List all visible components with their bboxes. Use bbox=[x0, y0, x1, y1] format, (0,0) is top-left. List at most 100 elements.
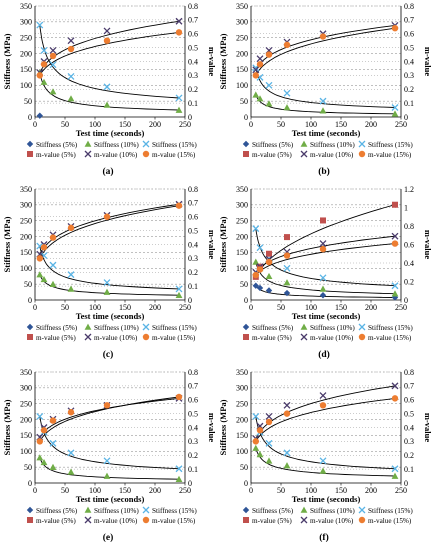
legend-entry: m-value (10%) bbox=[94, 334, 138, 342]
fit-curve bbox=[39, 205, 180, 259]
legend-marker bbox=[84, 140, 92, 147]
data-point bbox=[103, 402, 111, 409]
y-tick-label: 50 bbox=[240, 463, 248, 472]
y-tick-label: 350 bbox=[20, 368, 32, 377]
x-tick-label: 250 bbox=[395, 303, 407, 312]
legend-entry: Stiffness (5%) bbox=[252, 507, 294, 515]
y-axis-title: Stiffness (MPa) bbox=[2, 33, 12, 89]
fit-curve bbox=[255, 261, 396, 295]
x-tick-label: 50 bbox=[277, 303, 285, 312]
data-point bbox=[283, 449, 291, 457]
legend-marker bbox=[300, 506, 308, 513]
data-point bbox=[265, 51, 273, 58]
y2-tick-label: 0.5 bbox=[188, 43, 198, 52]
x-tick-label: 50 bbox=[61, 120, 69, 129]
data-point bbox=[283, 41, 291, 49]
data-point bbox=[391, 290, 399, 297]
legend-entry: m-value (15%) bbox=[368, 334, 412, 342]
legend-marker bbox=[242, 140, 250, 148]
y2-tick-label: 0.7 bbox=[404, 382, 414, 391]
y-tick-label: 50 bbox=[24, 280, 32, 289]
legend-marker bbox=[84, 333, 92, 341]
legend-marker bbox=[242, 506, 250, 514]
y2-tick-label: 0.6 bbox=[188, 213, 198, 222]
legend-marker bbox=[300, 150, 308, 158]
y2-tick-label: 0.8 bbox=[188, 368, 198, 377]
data-point bbox=[103, 37, 111, 44]
data-point bbox=[265, 272, 273, 280]
y2-tick-label: 0.3 bbox=[188, 71, 198, 80]
y-tick-label: 50 bbox=[240, 97, 248, 106]
y2-tick-label: 0.8 bbox=[404, 2, 414, 11]
data-point bbox=[265, 100, 273, 107]
data-point bbox=[319, 402, 327, 409]
data-point bbox=[175, 393, 183, 401]
data-point bbox=[256, 427, 264, 434]
y2-tick-label: 0.8 bbox=[188, 2, 198, 11]
legend-marker bbox=[142, 150, 150, 158]
x-tick-label: 200 bbox=[365, 120, 377, 129]
y-tick-label: 300 bbox=[236, 384, 248, 393]
data-point bbox=[175, 475, 183, 482]
data-point bbox=[319, 97, 327, 105]
legend-entry: m-value (5%) bbox=[36, 334, 76, 342]
data-point bbox=[265, 81, 273, 89]
data-point bbox=[391, 382, 399, 390]
y-tick-label: 150 bbox=[236, 65, 248, 74]
fit-curve bbox=[255, 67, 396, 108]
data-point bbox=[283, 279, 291, 286]
x-tick-label: 0 bbox=[33, 120, 37, 129]
data-point bbox=[256, 55, 264, 63]
fit-curve bbox=[255, 228, 396, 287]
data-point bbox=[319, 33, 327, 40]
legend-entry: m-value (15%) bbox=[368, 517, 412, 525]
legend-entry: Stiffness (15%) bbox=[368, 141, 413, 149]
y2-tick-label: 0.7 bbox=[188, 16, 198, 25]
y-tick-label: 150 bbox=[236, 248, 248, 257]
y-tick-label: 250 bbox=[20, 34, 32, 43]
data-point bbox=[252, 271, 259, 279]
y2-tick-label: 0.6 bbox=[188, 396, 198, 405]
y2-tick-label: 0.4 bbox=[188, 423, 198, 432]
data-point bbox=[103, 101, 111, 108]
y2-tick-label: 0.7 bbox=[404, 16, 414, 25]
legend-marker bbox=[27, 334, 33, 340]
y-tick-label: 300 bbox=[236, 201, 248, 210]
y-tick-label: 50 bbox=[240, 280, 248, 289]
data-point bbox=[391, 104, 399, 111]
y-tick-label: 0 bbox=[28, 113, 32, 122]
y-axis-title: Stiffness (MPa) bbox=[2, 216, 12, 272]
data-point bbox=[36, 72, 43, 79]
legend-marker bbox=[26, 506, 34, 514]
y-tick-label: 350 bbox=[20, 2, 32, 11]
data-point bbox=[256, 244, 264, 252]
legend-entry: Stiffness (10%) bbox=[94, 507, 139, 515]
data-point bbox=[252, 444, 260, 451]
y2-tick-label: 0.1 bbox=[188, 282, 198, 291]
y2-tick-label: 0.8 bbox=[404, 368, 414, 377]
legend-entry: m-value (15%) bbox=[152, 517, 196, 525]
data-point bbox=[252, 258, 260, 265]
y2-tick-label: 1 bbox=[404, 203, 408, 212]
y2-tick-label: 0.8 bbox=[188, 185, 198, 194]
y-tick-label: 0 bbox=[28, 479, 32, 488]
data-point bbox=[49, 88, 57, 95]
data-point bbox=[36, 255, 43, 262]
data-point bbox=[40, 275, 48, 283]
data-point bbox=[283, 89, 291, 97]
legend-marker bbox=[142, 506, 150, 514]
legend-entry: m-value (10%) bbox=[310, 517, 354, 525]
legend-entry: Stiffness (5%) bbox=[36, 141, 78, 149]
legend-marker bbox=[142, 140, 150, 148]
y2-tick-label: 0.3 bbox=[404, 437, 414, 446]
x-tick-label: 250 bbox=[179, 120, 191, 129]
data-point bbox=[175, 17, 183, 25]
data-point bbox=[252, 282, 259, 289]
data-point bbox=[320, 217, 326, 224]
y2-tick-label: 0.6 bbox=[404, 30, 414, 39]
data-point bbox=[36, 412, 44, 420]
x-tick-label: 100 bbox=[305, 303, 317, 312]
y-tick-label: 200 bbox=[20, 415, 32, 424]
data-point bbox=[175, 465, 183, 473]
data-point bbox=[103, 83, 111, 91]
